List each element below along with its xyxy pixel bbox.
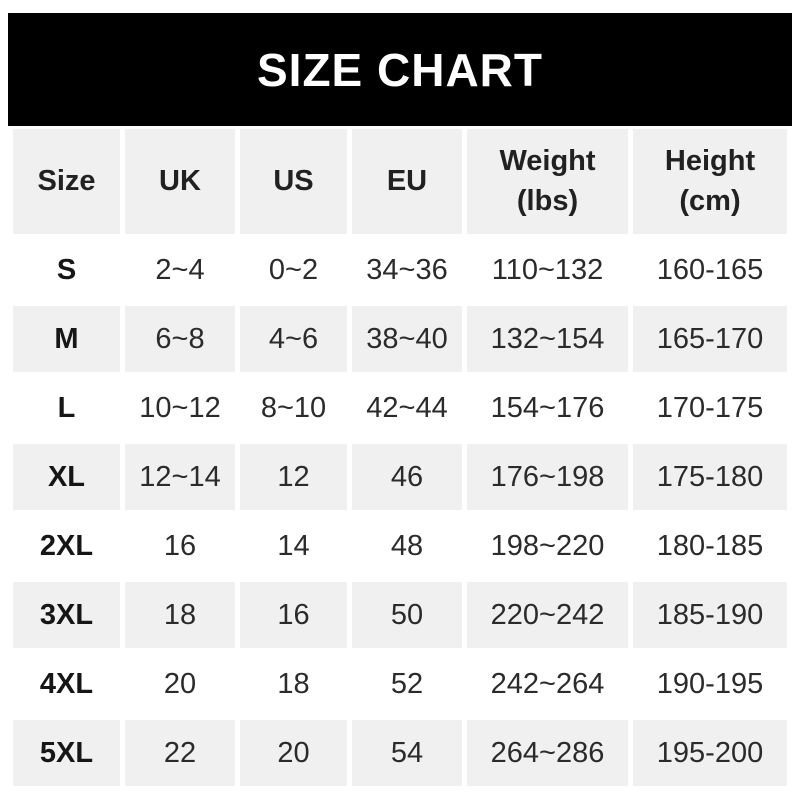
us-cell: 16 bbox=[240, 582, 347, 648]
uk-cell: 22 bbox=[125, 720, 235, 786]
eu-cell: 34~36 bbox=[352, 237, 462, 303]
us-cell: 20 bbox=[240, 720, 347, 786]
size-cell: 5XL bbox=[13, 720, 120, 786]
uk-cell: 18 bbox=[125, 582, 235, 648]
uk-cell: 20 bbox=[125, 651, 235, 717]
column-header-us: US bbox=[240, 129, 347, 234]
table-row-m: M 6~8 4~6 38~40 132~154 165-170 bbox=[13, 306, 787, 372]
us-cell: 14 bbox=[240, 513, 347, 579]
weight-cell: 154~176 bbox=[467, 375, 628, 441]
column-header-eu: EU bbox=[352, 129, 462, 234]
uk-cell: 10~12 bbox=[125, 375, 235, 441]
size-chart-table: Size UK US EU Weight (lbs) Height (cm) S… bbox=[8, 126, 792, 789]
table-row-4xl: 4XL 20 18 52 242~264 190-195 bbox=[13, 651, 787, 717]
height-cell: 195-200 bbox=[633, 720, 787, 786]
weight-cell: 132~154 bbox=[467, 306, 628, 372]
height-cell: 185-190 bbox=[633, 582, 787, 648]
table-header-row: Size UK US EU Weight (lbs) Height (cm) bbox=[13, 129, 787, 234]
table-row-s: S 2~4 0~2 34~36 110~132 160-165 bbox=[13, 237, 787, 303]
uk-cell: 6~8 bbox=[125, 306, 235, 372]
weight-cell: 220~242 bbox=[467, 582, 628, 648]
eu-cell: 38~40 bbox=[352, 306, 462, 372]
table-row-l: L 10~12 8~10 42~44 154~176 170-175 bbox=[13, 375, 787, 441]
eu-cell: 46 bbox=[352, 444, 462, 510]
eu-cell: 52 bbox=[352, 651, 462, 717]
height-cell: 165-170 bbox=[633, 306, 787, 372]
table-row-3xl: 3XL 18 16 50 220~242 185-190 bbox=[13, 582, 787, 648]
table-row-xl: XL 12~14 12 46 176~198 175-180 bbox=[13, 444, 787, 510]
eu-cell: 50 bbox=[352, 582, 462, 648]
table-row-2xl: 2XL 16 14 48 198~220 180-185 bbox=[13, 513, 787, 579]
weight-cell: 110~132 bbox=[467, 237, 628, 303]
height-cell: 175-180 bbox=[633, 444, 787, 510]
size-chart-page: SIZE CHART Size UK US EU Weight (lbs) He… bbox=[0, 13, 800, 800]
weight-cell: 198~220 bbox=[467, 513, 628, 579]
size-cell: 4XL bbox=[13, 651, 120, 717]
column-header-size: Size bbox=[13, 129, 120, 234]
height-cell: 180-185 bbox=[633, 513, 787, 579]
us-cell: 18 bbox=[240, 651, 347, 717]
table-row-5xl: 5XL 22 20 54 264~286 195-200 bbox=[13, 720, 787, 786]
weight-cell: 242~264 bbox=[467, 651, 628, 717]
us-cell: 0~2 bbox=[240, 237, 347, 303]
column-header-weight: Weight (lbs) bbox=[467, 129, 628, 234]
uk-cell: 16 bbox=[125, 513, 235, 579]
weight-cell: 176~198 bbox=[467, 444, 628, 510]
size-cell: XL bbox=[13, 444, 120, 510]
column-header-height: Height (cm) bbox=[633, 129, 787, 234]
eu-cell: 54 bbox=[352, 720, 462, 786]
height-cell: 170-175 bbox=[633, 375, 787, 441]
size-cell: 2XL bbox=[13, 513, 120, 579]
uk-cell: 12~14 bbox=[125, 444, 235, 510]
page-title: SIZE CHART bbox=[257, 43, 543, 96]
height-cell: 190-195 bbox=[633, 651, 787, 717]
eu-cell: 48 bbox=[352, 513, 462, 579]
eu-cell: 42~44 bbox=[352, 375, 462, 441]
size-cell: M bbox=[13, 306, 120, 372]
size-cell: 3XL bbox=[13, 582, 120, 648]
uk-cell: 2~4 bbox=[125, 237, 235, 303]
size-cell: L bbox=[13, 375, 120, 441]
us-cell: 8~10 bbox=[240, 375, 347, 441]
us-cell: 12 bbox=[240, 444, 347, 510]
us-cell: 4~6 bbox=[240, 306, 347, 372]
size-cell: S bbox=[13, 237, 120, 303]
height-cell: 160-165 bbox=[633, 237, 787, 303]
size-chart-banner: SIZE CHART bbox=[8, 13, 792, 126]
column-header-uk: UK bbox=[125, 129, 235, 234]
weight-cell: 264~286 bbox=[467, 720, 628, 786]
